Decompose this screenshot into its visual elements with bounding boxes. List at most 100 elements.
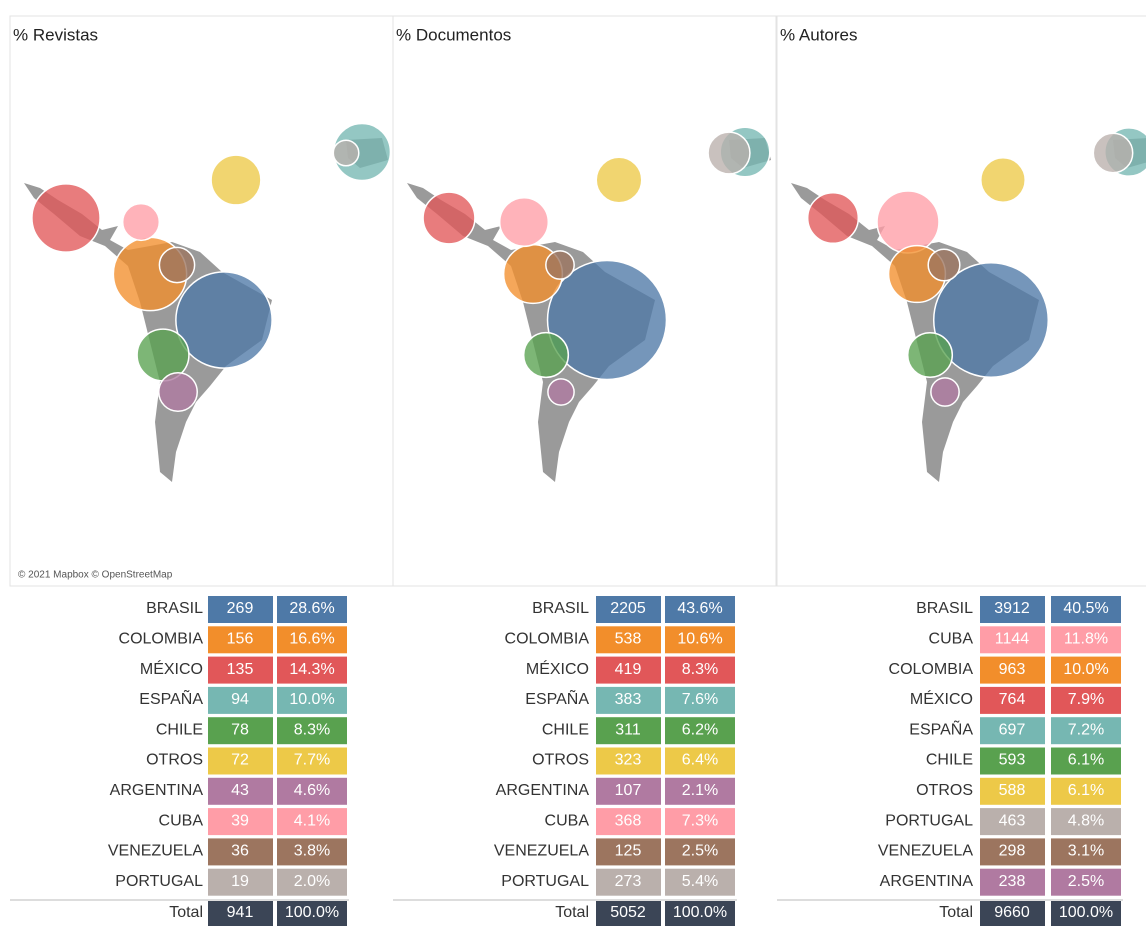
country-label: OTROS xyxy=(532,752,589,769)
count: 273 xyxy=(615,873,642,890)
percent-cell xyxy=(665,717,735,745)
bubble xyxy=(332,139,360,167)
percent: 4.6% xyxy=(294,782,330,799)
percent: 40.5% xyxy=(1063,600,1108,617)
bubble xyxy=(31,183,101,253)
bubble xyxy=(707,131,751,175)
country-label: ARGENTINA xyxy=(496,782,590,799)
percent: 10.0% xyxy=(1063,661,1108,678)
total-label: Total xyxy=(939,904,973,921)
count-cell xyxy=(980,868,1045,896)
country-label: CHILE xyxy=(926,752,973,769)
count: 135 xyxy=(227,661,254,678)
percent-cell xyxy=(1051,717,1121,745)
percent: 2.0% xyxy=(294,873,330,890)
bubble xyxy=(906,331,954,379)
percent-cell xyxy=(277,838,347,866)
percent-cell xyxy=(665,808,735,836)
total-label: Total xyxy=(169,904,203,921)
bubble xyxy=(980,157,1026,203)
total-label: Total xyxy=(555,904,589,921)
percent: 7.2% xyxy=(1068,721,1104,738)
percent-cell xyxy=(1051,838,1121,866)
country-label: MÉXICO xyxy=(526,659,589,678)
percent-cell xyxy=(665,838,735,866)
percent-cell xyxy=(1051,596,1121,623)
bubble xyxy=(927,248,961,282)
panel-title: % Revistas xyxy=(13,25,98,44)
count-cell xyxy=(208,777,273,805)
percent: 6.1% xyxy=(1068,752,1104,769)
bubble xyxy=(595,156,643,204)
count: 963 xyxy=(999,661,1026,678)
count: 269 xyxy=(227,600,254,617)
count: 78 xyxy=(231,721,249,738)
count: 39 xyxy=(231,812,249,829)
country-label: ESPAÑA xyxy=(139,688,203,708)
percent-cell xyxy=(1051,777,1121,805)
count: 238 xyxy=(999,873,1026,890)
bubble xyxy=(546,259,668,381)
bubble xyxy=(1092,132,1134,174)
count: 419 xyxy=(615,661,642,678)
country-label: ESPAÑA xyxy=(909,718,973,738)
percent-cell xyxy=(277,808,347,836)
count-cell xyxy=(596,838,661,866)
percent: 8.3% xyxy=(294,721,330,738)
bubble xyxy=(545,250,575,280)
count-cell xyxy=(208,656,273,684)
country-label: ARGENTINA xyxy=(880,873,974,890)
country-label: BRASIL xyxy=(532,600,589,617)
percent-cell xyxy=(1051,868,1121,896)
percent-cell xyxy=(277,868,347,896)
count-cell xyxy=(208,868,273,896)
count-cell xyxy=(596,868,661,896)
percent-cell xyxy=(1051,747,1121,775)
percent: 10.6% xyxy=(677,631,722,648)
country-label: BRASIL xyxy=(916,600,973,617)
count: 298 xyxy=(999,843,1026,860)
count-cell xyxy=(596,626,661,654)
count: 156 xyxy=(227,631,254,648)
count: 36 xyxy=(231,843,249,860)
count: 72 xyxy=(231,752,249,769)
count-cell xyxy=(980,596,1045,623)
total-count-cell xyxy=(596,901,661,926)
percent: 28.6% xyxy=(289,600,334,617)
total-count-cell xyxy=(208,901,273,926)
percent-cell xyxy=(665,868,735,896)
total-count: 5052 xyxy=(610,904,646,921)
total-percent: 100.0% xyxy=(673,904,727,921)
percent: 3.8% xyxy=(294,843,330,860)
percent-cell xyxy=(1051,656,1121,684)
country-label: VENEZUELA xyxy=(878,843,973,860)
country-label: VENEZUELA xyxy=(494,843,589,860)
total-percent-cell xyxy=(1051,901,1121,926)
total-count-cell xyxy=(980,901,1045,926)
count-cell xyxy=(208,838,273,866)
count: 538 xyxy=(615,631,642,648)
count: 107 xyxy=(615,782,642,799)
percent-cell xyxy=(1051,626,1121,654)
country-label: COLOMBIA xyxy=(505,631,590,648)
percent-cell xyxy=(665,747,735,775)
count: 588 xyxy=(999,782,1026,799)
percent: 4.8% xyxy=(1068,812,1104,829)
panel-title: % Autores xyxy=(780,25,858,44)
count: 125 xyxy=(615,843,642,860)
country-label: MÉXICO xyxy=(140,659,203,678)
percent: 7.6% xyxy=(682,691,718,708)
country-label: OTROS xyxy=(916,782,973,799)
bubble xyxy=(932,261,1050,379)
count: 368 xyxy=(615,812,642,829)
percent-cell xyxy=(665,596,735,623)
count: 323 xyxy=(615,752,642,769)
count-cell xyxy=(980,777,1045,805)
country-label: ARGENTINA xyxy=(110,782,204,799)
country-label: PORTUGAL xyxy=(115,873,203,890)
country-label: OTROS xyxy=(146,752,203,769)
percent: 8.3% xyxy=(682,661,718,678)
country-label: PORTUGAL xyxy=(501,873,589,890)
bubble xyxy=(498,196,550,248)
